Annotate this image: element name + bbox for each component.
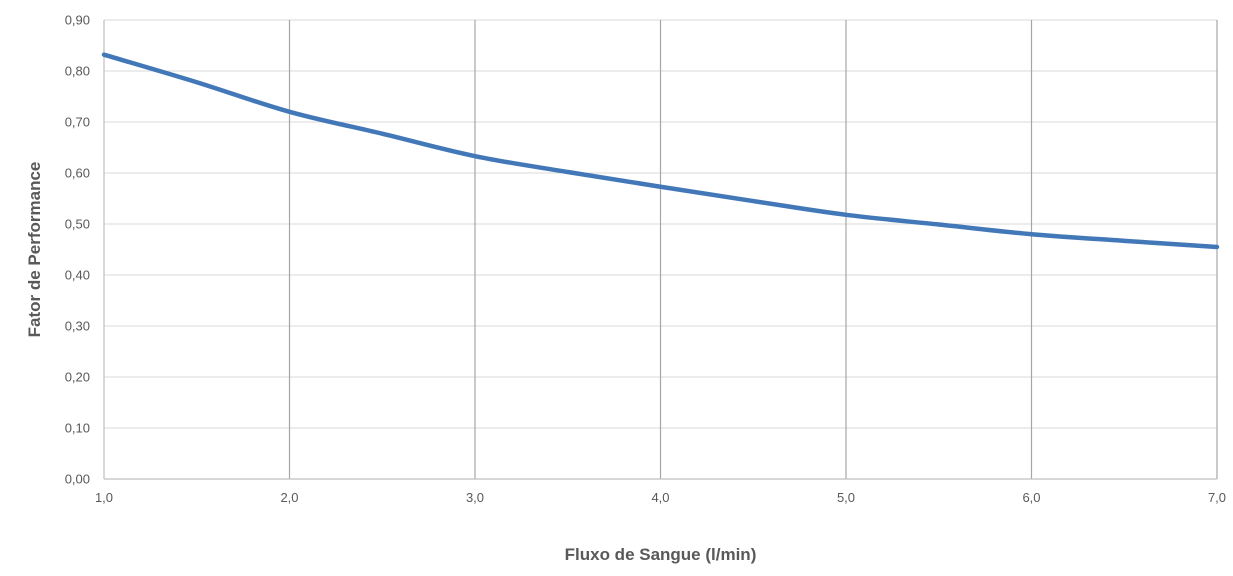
y-tick-labels: 0,00 0,10 0,20 0,30 0,40 0,50 0,60 0,70 0,80 0,90 xyxy=(65,13,90,487)
vertical-gridlines xyxy=(103,20,1218,479)
y-tick-label: 0,90 xyxy=(65,13,90,28)
x-tick-label: 4,0 xyxy=(651,490,669,505)
y-tick-label: 0,40 xyxy=(65,268,90,283)
series-group xyxy=(101,52,1220,250)
x-tick-labels: 1,0 2,0 3,0 4,0 5,0 6,0 7,0 xyxy=(95,490,1226,505)
x-axis-title: Fluxo de Sangue (l/min) xyxy=(565,545,757,564)
y-tick-label: 0,80 xyxy=(65,64,90,79)
y-tick-label: 0,70 xyxy=(65,115,90,130)
x-tick-label: 1,0 xyxy=(95,490,113,505)
x-tick-label: 3,0 xyxy=(466,490,484,505)
x-tick-label: 7,0 xyxy=(1208,490,1226,505)
y-tick-label: 0,00 xyxy=(65,472,90,487)
x-tick-label: 2,0 xyxy=(280,490,298,505)
x-tick-label: 5,0 xyxy=(837,490,855,505)
y-axis-title: Fator de Performance xyxy=(25,162,44,338)
y-tick-label: 0,20 xyxy=(65,370,90,385)
series-line xyxy=(101,52,1220,250)
y-tick-label: 0,50 xyxy=(65,217,90,232)
x-tick-label: 6,0 xyxy=(1022,490,1040,505)
y-tick-label: 0,10 xyxy=(65,421,90,436)
y-tick-label: 0,30 xyxy=(65,319,90,334)
y-tick-label: 0,60 xyxy=(65,166,90,181)
